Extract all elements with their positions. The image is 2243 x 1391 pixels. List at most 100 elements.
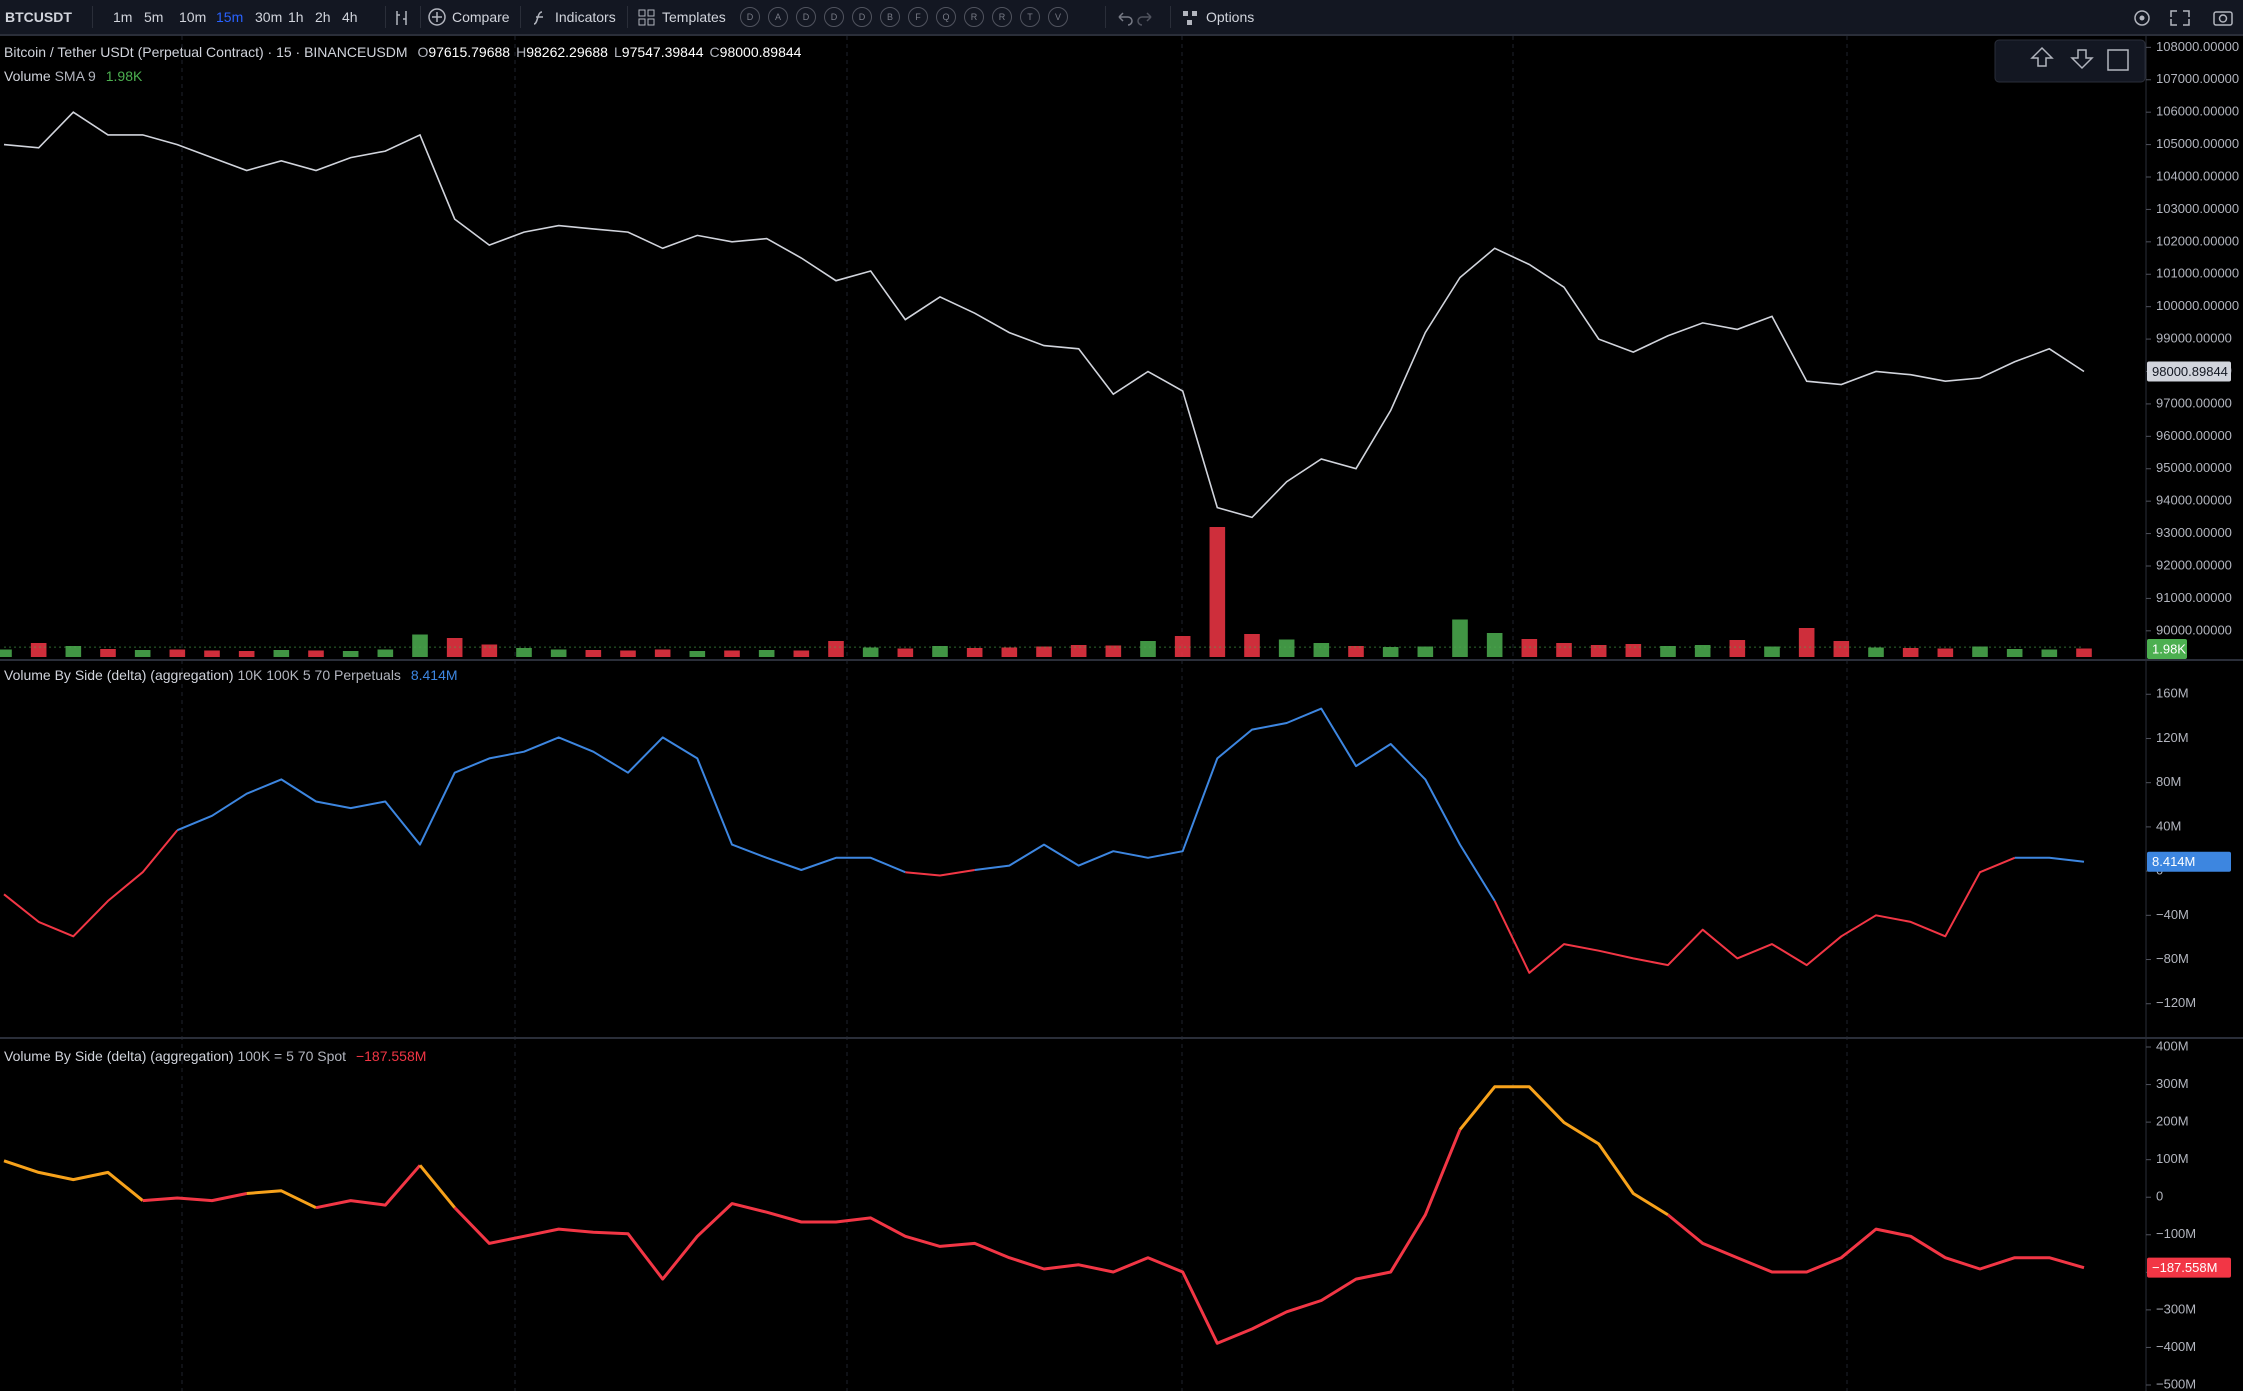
interval-button[interactable]: 10m (179, 9, 207, 25)
interval-button[interactable]: 1m (113, 9, 133, 25)
options-icon[interactable] (1180, 8, 1200, 28)
shortcut-button[interactable]: Q (936, 7, 956, 27)
ohlc-key: H (516, 44, 527, 60)
volume-bar (481, 644, 498, 657)
volume-bar (828, 641, 844, 657)
y-tick-label: −400M (2156, 1339, 2196, 1354)
y-tick-label: 80M (2156, 774, 2181, 789)
volume-bar (758, 650, 775, 657)
toolbar: BTCUSDT 1m 5m 10m 15m 30m 1h 2h 4h Compare Indi… (0, 0, 2243, 36)
y-tick-label: −300M (2156, 1301, 2196, 1316)
volume-bar (1660, 646, 1676, 657)
volume-bar (1521, 639, 1538, 657)
shortcut-button[interactable]: D (852, 7, 872, 27)
options-button[interactable]: Options (1206, 9, 1255, 25)
interval-button[interactable]: 1h (288, 9, 304, 25)
interval-button[interactable]: 4h (342, 9, 358, 25)
volume-bar (1348, 646, 1364, 657)
volume-bar (1972, 646, 1988, 657)
compare-button[interactable]: Compare (452, 9, 510, 25)
volume-bar (689, 651, 706, 657)
ohlc-key: O (417, 44, 429, 60)
volume-bar (100, 649, 116, 657)
top-right-icons[interactable] (2130, 6, 2240, 30)
volume-bar (966, 648, 983, 657)
delta-spot-legend: Volume By Side (delta) (aggregation) 100… (4, 1048, 426, 1064)
symbol[interactable]: BTCUSDT (5, 9, 72, 25)
volume-bar (2076, 648, 2092, 657)
shortcut-button[interactable]: V (1048, 7, 1068, 27)
volume-bar (1382, 647, 1399, 657)
shortcut-button[interactable]: F (908, 7, 928, 27)
interval-button[interactable]: 30m (255, 9, 283, 25)
legend-title: Volume By Side (delta) (aggregation) (4, 1048, 234, 1064)
separator (92, 6, 93, 28)
y-tick-label: 91000.00000 (2156, 590, 2232, 605)
ohlc-value: 97547.39844 (621, 44, 704, 60)
volume-bar (1937, 648, 1954, 657)
legend-params: 100K = 5 70 Spot (237, 1048, 347, 1064)
interval-button[interactable]: 2h (315, 9, 331, 25)
interval-button[interactable]: 5m (144, 9, 164, 25)
compare-icon[interactable] (427, 7, 447, 27)
volume-bar (1486, 633, 1503, 657)
indicators-button[interactable]: Indicators (555, 9, 616, 25)
ohlc-value: 97615.79688 (428, 44, 511, 60)
volume-bar (1070, 645, 1087, 657)
bar-style-icon[interactable] (392, 9, 414, 27)
y-tick-label: 94000.00000 (2156, 493, 2232, 508)
shortcut-button[interactable]: B (880, 7, 900, 27)
delta-perp-legend: Volume By Side (delta) (aggregation) 10K… (4, 667, 458, 683)
volume-bar (897, 648, 914, 657)
volume-bar (1244, 634, 1260, 657)
volume-bar (620, 650, 636, 657)
delta-line (1493, 856, 2016, 974)
volume-bar (1278, 639, 1295, 657)
ohlc-key: L (613, 44, 622, 60)
volume-bar (30, 643, 47, 657)
volume-bar (204, 650, 220, 657)
volume-bar (1001, 647, 1018, 657)
y-tick-label: −80M (2156, 951, 2189, 966)
delta-line (2014, 856, 2085, 863)
shortcut-button[interactable]: R (992, 7, 1012, 27)
y-tick-label: 160M (2156, 686, 2189, 701)
volume-bar (1556, 643, 1572, 657)
y-tick-label: 100000.00000 (2156, 298, 2239, 313)
nav-buttons[interactable] (1994, 39, 2146, 83)
templates-button[interactable]: Templates (662, 9, 726, 25)
shortcut-button[interactable]: D (824, 7, 844, 27)
shortcut-button[interactable]: D (796, 7, 816, 27)
shortcut-button[interactable]: T (1020, 7, 1040, 27)
volume-bar (932, 646, 948, 657)
volume-bar (654, 649, 671, 657)
y-tick-label: 92000.00000 (2156, 557, 2232, 572)
shortcut-button[interactable]: A (768, 7, 788, 27)
interval-button[interactable]: 15m (216, 9, 244, 25)
y-tick-label: 93000.00000 (2156, 525, 2232, 540)
legend-value: 1.98K (105, 68, 143, 84)
ohlc-value: 98000.89844 (719, 44, 802, 60)
price-line (3, 111, 2085, 519)
y-tick-label: −40M (2156, 907, 2189, 922)
volume-bar (134, 650, 151, 657)
shortcut-button[interactable]: D (740, 7, 760, 27)
undo-redo[interactable] (1115, 9, 1155, 27)
y-tick-label: 101000.00000 (2156, 266, 2239, 281)
last-price-badge: 98000.89844 (2152, 364, 2228, 379)
y-tick-label: 120M (2156, 730, 2189, 745)
sma-badge: 1.98K (2152, 641, 2186, 656)
y-tick-label: 100M (2156, 1151, 2189, 1166)
y-tick-label: −500M (2156, 1376, 2196, 1391)
volume-bar (2006, 649, 2023, 657)
y-tick-label: 105000.00000 (2156, 136, 2239, 151)
separator (1105, 6, 1106, 28)
indicators-icon[interactable] (530, 8, 550, 28)
volume-bar (1625, 644, 1642, 657)
shortcut-button[interactable]: R (964, 7, 984, 27)
y-tick-label: 0 (2156, 1189, 2163, 1204)
current-value-badge-bg (2147, 1257, 2231, 1278)
volume-bar (1140, 641, 1156, 657)
templates-icon[interactable] (638, 9, 656, 27)
